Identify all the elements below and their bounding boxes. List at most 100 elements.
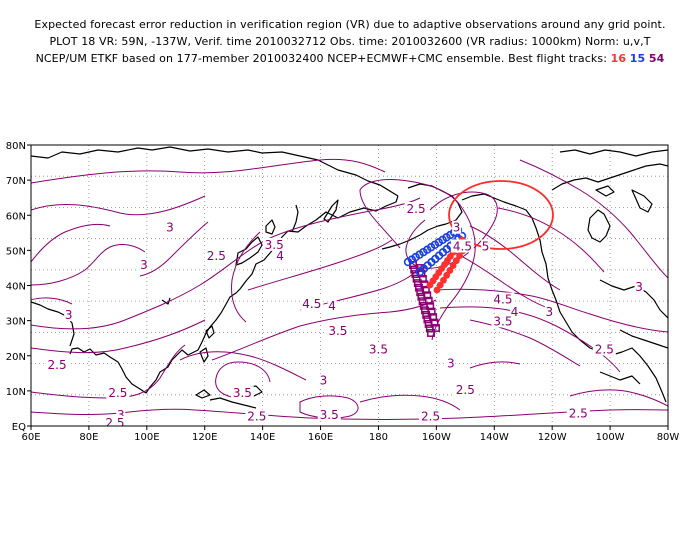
ensemble-description: NCEP/UM ETKF based on 177-member 2010032…	[35, 52, 608, 65]
contour-label: 3	[453, 221, 461, 235]
contour-label: 2.5	[247, 410, 266, 424]
lon-label: 140E	[250, 432, 275, 443]
contour-label: 3	[65, 308, 73, 322]
contour-label: 2.5	[407, 202, 426, 216]
track-label-15: 15	[629, 52, 646, 65]
contour-label-bg	[139, 258, 149, 272]
contour-label-bg	[103, 415, 127, 426]
error-reduction-contours	[31, 158, 668, 420]
lat-lon-grid	[31, 145, 668, 426]
contour-label: 2.5	[108, 386, 127, 400]
contour-label: 4.5	[302, 297, 321, 311]
contour-label: 2.5	[105, 416, 124, 430]
contour-label: 4	[328, 299, 336, 313]
contour-label: 3	[140, 258, 148, 272]
track-54-marker	[423, 291, 432, 300]
contour-label-bg	[566, 406, 590, 420]
contour-label-bg	[64, 308, 74, 322]
track-54-marker	[432, 324, 440, 332]
contour-label: 4.5	[493, 293, 512, 307]
contour-label-bg	[326, 323, 350, 337]
track-16-marker	[440, 276, 447, 284]
contour-label: 4	[276, 249, 284, 263]
contour-label: 5	[482, 239, 490, 253]
title-line-3: NCEP/UM ETKF based on 177-member 2010032…	[0, 52, 700, 65]
lon-label: 120E	[192, 432, 217, 443]
track-16-marker	[433, 286, 441, 294]
contour-label-bg	[446, 356, 456, 370]
contour-label: 2.5	[421, 410, 440, 424]
contour-label-bg	[404, 202, 428, 216]
contour-label-bg	[453, 383, 477, 397]
contour-label-bg	[106, 386, 130, 400]
contour-label: 3.5	[233, 386, 252, 400]
contour-label: 2.5	[207, 249, 226, 263]
lat-label: 10N	[6, 387, 26, 398]
track-54-marker	[418, 274, 427, 283]
contour-label-bg	[481, 239, 491, 253]
contour-label-bg	[491, 314, 515, 328]
track-16-marker	[449, 262, 457, 269]
track-16-marker	[446, 267, 454, 274]
title-line-1: Expected forecast error reduction in ver…	[34, 18, 666, 31]
contour-label: 2.5	[595, 343, 614, 357]
contour-label-bg	[366, 342, 390, 356]
lon-label: 120W	[538, 432, 567, 443]
lat-label: 40N	[6, 282, 26, 293]
contour-label: 3	[635, 280, 643, 294]
lon-label: 160E	[308, 432, 333, 443]
lat-label: 60N	[6, 211, 26, 222]
contour-label-bg	[262, 237, 286, 251]
contour-label-bg	[165, 220, 175, 234]
contour-label: 2.5	[48, 358, 67, 372]
contour-label-bg	[245, 409, 269, 423]
contour-label: 3.5	[320, 408, 339, 422]
track-54-marker	[429, 313, 438, 322]
track-54-marker	[430, 318, 439, 327]
track-16-marker	[452, 257, 460, 265]
contour-label-bg	[666, 411, 668, 425]
lon-label: 60E	[21, 432, 40, 443]
lat-label: 80N	[6, 141, 26, 152]
contour-label-bg	[491, 292, 515, 306]
contour-label-bg	[592, 342, 616, 356]
contour-label: 4	[511, 305, 519, 319]
lon-label: 100W	[596, 432, 625, 443]
contour-label: 3	[117, 408, 125, 422]
lat-label: 50N	[6, 246, 26, 257]
lon-label: 80E	[79, 432, 98, 443]
track-54-marker	[421, 285, 430, 294]
lat-label: 70N	[6, 176, 26, 187]
contour-label: 3.5	[493, 314, 512, 328]
track-label-54: 54	[648, 52, 665, 65]
lat-label: EQ	[12, 422, 26, 433]
contour-label: 3.5	[265, 238, 284, 252]
contour-label: 4.5	[453, 239, 472, 253]
contour-label-bg	[544, 305, 554, 319]
track-54-marker	[427, 307, 436, 316]
contour-label: 3	[545, 305, 553, 319]
contour-label-bg	[318, 373, 328, 387]
contour-label-bg	[452, 220, 462, 234]
lon-label: 100E	[134, 432, 159, 443]
track-16-marker	[443, 271, 451, 279]
title-line-2: PLOT 18 VR: 59N, -137W, Verif. time 2010…	[49, 35, 651, 48]
contour-label-bg	[634, 280, 644, 294]
track-54-marker	[426, 302, 435, 311]
contour-label: 2.5	[456, 383, 475, 397]
contour-label-bg	[204, 248, 228, 262]
verification-region-circle	[448, 180, 554, 250]
coastlines	[31, 146, 668, 409]
lat-label: 30N	[6, 317, 26, 328]
track-54-marker	[427, 329, 435, 337]
contour-label-bg	[327, 298, 337, 312]
contour-label-bg	[300, 297, 324, 311]
contour-label-bg	[116, 408, 126, 422]
track-54-marker	[416, 264, 424, 272]
track-16-marker	[436, 281, 444, 289]
lon-label: 160W	[422, 432, 451, 443]
contour-label-bg	[419, 409, 443, 423]
